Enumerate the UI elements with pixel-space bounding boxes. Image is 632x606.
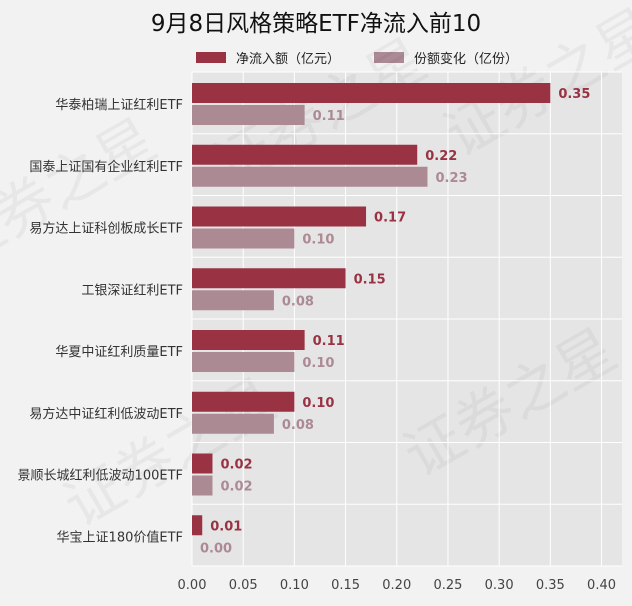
x-tick-label: 0.25 — [433, 578, 462, 593]
bar-share-change — [192, 290, 274, 311]
category-label: 易方达上证科创板成长ETF — [29, 221, 183, 237]
bar-inflow — [192, 206, 367, 227]
bar-inflow — [192, 330, 305, 350]
bar-share-change — [192, 166, 428, 187]
bar-share-change — [192, 228, 295, 249]
data-label-inflow: 0.01 — [210, 519, 242, 534]
data-label-share-change: 0.02 — [220, 480, 252, 495]
bar-inflow — [192, 268, 346, 289]
data-label-share-change: 0.00 — [200, 541, 232, 556]
data-label-inflow: 0.11 — [313, 334, 345, 349]
category-label: 易方达中证红利低波动ETF — [29, 406, 183, 422]
data-label-share-change: 0.11 — [313, 109, 345, 124]
legend-label-inflow: 净流入额（亿元） — [236, 51, 341, 67]
data-label-share-change: 0.10 — [302, 233, 334, 248]
category-label: 工银深证红利ETF — [81, 282, 183, 298]
category-label: 华泰柏瑞上证红利ETF — [55, 97, 183, 113]
category-label: 华夏中证红利质量ETF — [55, 344, 183, 360]
bar-share-change — [192, 105, 305, 125]
data-label-inflow: 0.10 — [302, 396, 334, 411]
legend-swatch-shares — [374, 51, 405, 63]
data-label-inflow: 0.15 — [354, 272, 386, 287]
x-tick-label: 0.20 — [382, 578, 411, 593]
bar-share-change — [192, 475, 213, 496]
x-tick-label: 0.30 — [485, 578, 514, 593]
watermark-text: 证券之星 — [0, 105, 167, 280]
category-label: 国泰上证国有企业红利ETF — [29, 159, 183, 175]
bar-inflow — [192, 144, 418, 165]
bar-inflow — [192, 391, 295, 412]
data-label-share-change: 0.10 — [302, 356, 334, 371]
bar-inflow — [192, 515, 203, 536]
bar-inflow — [192, 453, 213, 474]
data-label-inflow: 0.02 — [220, 458, 252, 473]
x-tick-label: 0.00 — [178, 578, 207, 593]
bar-share-change — [192, 413, 274, 434]
category-label: 华宝上证180价值ETF — [57, 529, 183, 545]
legend-item-shares: 份额变化（亿份） — [374, 48, 518, 67]
bar-inflow — [192, 83, 551, 103]
x-tick-label: 0.40 — [587, 578, 616, 593]
bar-share-change — [192, 352, 295, 372]
data-label-inflow: 0.22 — [425, 149, 457, 164]
x-tick-label: 0.10 — [280, 578, 309, 593]
legend: 净流入额（亿元） 份额变化（亿份） — [196, 48, 552, 67]
data-label-inflow: 0.35 — [558, 87, 590, 102]
x-tick-label: 0.05 — [229, 578, 258, 593]
data-label-share-change: 0.08 — [282, 294, 314, 309]
category-label: 景顺长城红利低波动100ETF — [18, 468, 183, 484]
legend-swatch-inflow — [196, 51, 226, 63]
data-label-inflow: 0.17 — [374, 211, 406, 226]
data-label-share-change: 0.23 — [435, 171, 467, 186]
x-tick-label: 0.35 — [536, 578, 565, 593]
chart-title: 9月8日风格策略ETF净流入前10 — [150, 11, 482, 37]
legend-item-inflow: 净流入额（亿元） — [196, 48, 340, 67]
data-label-share-change: 0.08 — [282, 418, 314, 433]
legend-label-shares: 份额变化（亿份） — [414, 51, 519, 67]
x-tick-label: 0.15 — [331, 578, 360, 593]
